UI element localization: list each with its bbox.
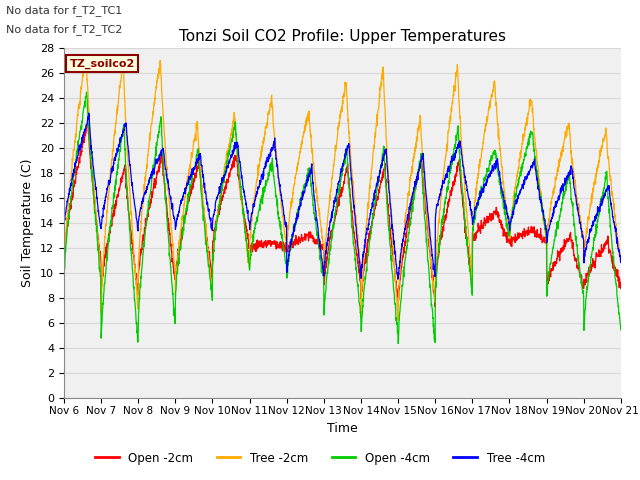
Tree -4cm [359,256,367,262]
Open -2cm [216,210,223,216]
Open -4cm [359,303,367,309]
Tree -2cm [568,161,576,167]
Tree -2cm [394,317,402,323]
Tree -4cm [216,186,223,192]
Open -2cm [617,286,625,291]
Tree -4cm [505,215,513,221]
Open -4cm [60,277,68,283]
Tree -4cm [568,166,576,172]
Tree -4cm [584,240,591,246]
Tree -2cm [617,255,625,261]
Tree -4cm [60,225,68,231]
Open -4cm [394,341,402,347]
Open -2cm [359,278,367,284]
Tree -2cm [359,274,367,280]
Tree -4cm [617,260,625,265]
X-axis label: Time: Time [327,421,358,434]
Tree -2cm [505,225,513,230]
Tree -4cm [394,276,401,282]
Tree -4cm [371,188,379,194]
Text: TZ_soilco2: TZ_soilco2 [70,59,135,69]
Line: Open -2cm: Open -2cm [64,123,621,307]
Open -2cm [584,271,591,276]
Title: Tonzi Soil CO2 Profile: Upper Temperatures: Tonzi Soil CO2 Profile: Upper Temperatur… [179,29,506,44]
Text: No data for f_T2_TC1: No data for f_T2_TC1 [6,5,123,16]
Tree -2cm [216,197,223,203]
Open -4cm [505,229,513,235]
Open -2cm [84,120,92,126]
Tree -2cm [82,51,90,57]
Tree -4cm [85,110,93,116]
Open -4cm [568,201,576,207]
Open -4cm [216,205,223,211]
Line: Tree -4cm: Tree -4cm [64,113,621,279]
Open -2cm [60,253,68,259]
Open -2cm [431,304,439,310]
Line: Open -4cm: Open -4cm [64,92,621,344]
Tree -2cm [60,268,68,274]
Open -2cm [505,236,513,242]
Tree -2cm [584,222,591,228]
Legend: Open -2cm, Tree -2cm, Open -4cm, Tree -4cm: Open -2cm, Tree -2cm, Open -4cm, Tree -4… [90,447,550,469]
Open -4cm [584,283,591,289]
Open -4cm [83,89,90,95]
Text: No data for f_T2_TC2: No data for f_T2_TC2 [6,24,123,35]
Y-axis label: Soil Temperature (C): Soil Temperature (C) [22,159,35,288]
Line: Tree -2cm: Tree -2cm [64,54,621,320]
Open -4cm [371,202,379,208]
Open -4cm [617,327,625,333]
Open -2cm [371,206,379,212]
Open -2cm [568,237,576,243]
Tree -2cm [371,133,379,139]
